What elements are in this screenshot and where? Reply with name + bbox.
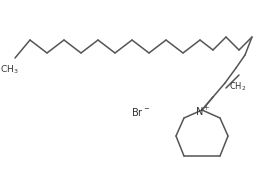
Text: $\mathregular{CH_3}$: $\mathregular{CH_3}$ [0, 64, 18, 76]
Text: $\mathregular{N^+}$: $\mathregular{N^+}$ [195, 105, 211, 118]
Text: $\mathregular{Br^-}$: $\mathregular{Br^-}$ [131, 106, 150, 118]
Text: $\mathregular{CH_2}$: $\mathregular{CH_2}$ [229, 81, 246, 93]
